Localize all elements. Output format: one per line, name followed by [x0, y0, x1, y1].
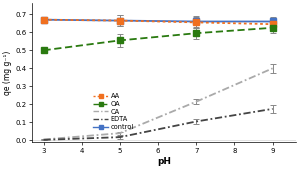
Legend: AA, OA, CA, EDTA, control: AA, OA, CA, EDTA, control — [93, 93, 134, 130]
Y-axis label: qe (mg g⁻¹): qe (mg g⁻¹) — [4, 51, 13, 95]
X-axis label: pH: pH — [157, 156, 171, 165]
